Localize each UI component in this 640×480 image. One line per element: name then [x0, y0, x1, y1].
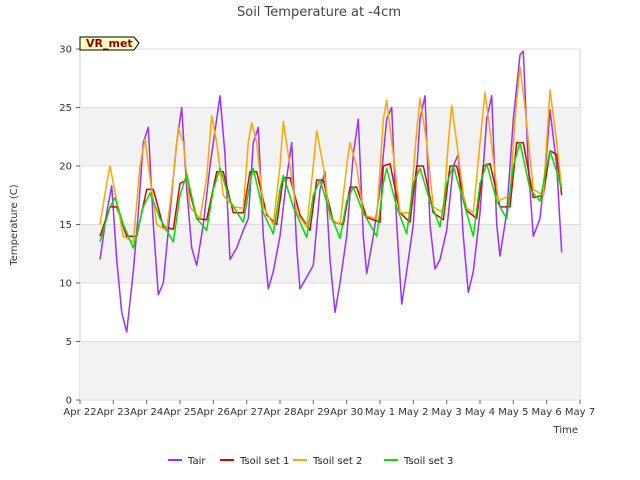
y-tick-label: 15 [59, 220, 72, 231]
x-tick-label: May 7 [565, 407, 595, 418]
site-badge-shape [79, 36, 140, 51]
x-tick-label: Apr 24 [130, 407, 163, 418]
y-axis-ticks: 0 5 10 15 20 25 30 [59, 45, 80, 407]
x-tick-label: Apr 30 [330, 407, 363, 418]
x-tick-label: May 5 [498, 407, 528, 418]
grid-band [80, 107, 580, 166]
legend-label-1: Tsoil set 1 [239, 456, 289, 467]
y-tick-label: 10 [59, 279, 72, 290]
x-tick-label: Apr 25 [163, 407, 196, 418]
series-layer [99, 50, 563, 333]
series-line-2 [99, 65, 563, 243]
grid-band [80, 341, 580, 400]
x-tick-label: May 1 [365, 407, 395, 418]
x-tick-label: Apr 29 [297, 407, 330, 418]
x-tick-label: Apr 23 [97, 407, 130, 418]
y-tick-label: 20 [59, 162, 72, 173]
legend-label-0: Tair [187, 456, 206, 467]
x-axis-title: Time [553, 425, 578, 436]
x-tick-label: May 4 [465, 407, 495, 418]
y-tick-label: 5 [66, 337, 72, 348]
y-tick-label: 0 [66, 396, 72, 407]
x-tick-label: May 3 [432, 407, 462, 418]
legend: Tair Tsoil set 1 Tsoil set 2 Tsoil set 3 [168, 456, 453, 467]
x-tick-label: Apr 26 [197, 407, 230, 418]
legend-label-3: Tsoil set 3 [403, 456, 453, 467]
y-tick-label: 30 [59, 45, 72, 56]
series-line-3 [99, 141, 563, 249]
x-tick-label: Apr 22 [63, 407, 96, 418]
grid [80, 48, 580, 401]
x-axis-ticks: Apr 22 Apr 23 Apr 24 Apr 25 Apr 26 Apr 27 Apr … [63, 400, 595, 418]
chart-title: Soil Temperature at -4cm [237, 5, 401, 20]
legend-label-2: Tsoil set 2 [312, 456, 362, 467]
x-tick-label: Apr 27 [230, 407, 263, 418]
site-label: VR_met [86, 37, 133, 50]
x-tick-label: Apr 28 [263, 407, 296, 418]
site-badge: VR_met [79, 36, 140, 51]
y-tick-label: 25 [59, 103, 72, 114]
x-tick-label: May 6 [532, 407, 562, 418]
x-tick-label: May 2 [398, 407, 428, 418]
y-axis-title: Temperature (C) [9, 184, 20, 266]
